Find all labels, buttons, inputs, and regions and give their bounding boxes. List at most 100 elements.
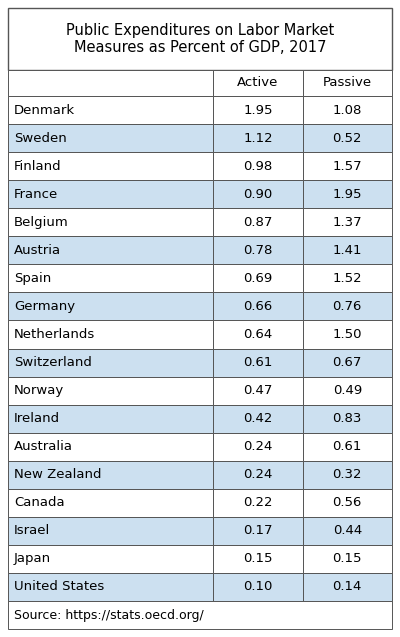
- Text: 0.47: 0.47: [243, 384, 273, 397]
- Text: Canada: Canada: [14, 496, 65, 510]
- Bar: [302, 70, 392, 96]
- Bar: [214, 264, 302, 292]
- Text: 0.61: 0.61: [332, 440, 362, 453]
- Bar: [302, 517, 392, 545]
- Bar: [214, 545, 302, 573]
- Text: 1.52: 1.52: [332, 272, 362, 285]
- Bar: [302, 545, 392, 573]
- Bar: [214, 152, 302, 180]
- Bar: [8, 461, 214, 489]
- Bar: [302, 433, 392, 461]
- Bar: [302, 376, 392, 404]
- Bar: [302, 124, 392, 152]
- Bar: [214, 461, 302, 489]
- Bar: [8, 152, 214, 180]
- Text: United States: United States: [14, 580, 104, 594]
- Text: Denmark: Denmark: [14, 104, 75, 117]
- Bar: [214, 236, 302, 264]
- Text: Belgium: Belgium: [14, 216, 69, 229]
- Bar: [8, 292, 214, 320]
- Text: 0.42: 0.42: [243, 412, 273, 425]
- Text: Spain: Spain: [14, 272, 51, 285]
- Text: 0.32: 0.32: [332, 468, 362, 481]
- Bar: [302, 208, 392, 236]
- Text: 0.90: 0.90: [243, 188, 273, 201]
- Text: 1.41: 1.41: [332, 244, 362, 257]
- Bar: [302, 320, 392, 348]
- Bar: [302, 152, 392, 180]
- Bar: [8, 376, 214, 404]
- Bar: [8, 517, 214, 545]
- Bar: [214, 208, 302, 236]
- Bar: [302, 180, 392, 208]
- Text: 0.52: 0.52: [332, 132, 362, 145]
- Text: Switzerland: Switzerland: [14, 356, 92, 369]
- Text: 0.49: 0.49: [333, 384, 362, 397]
- Bar: [214, 320, 302, 348]
- Bar: [8, 545, 214, 573]
- Bar: [8, 601, 392, 629]
- Bar: [8, 124, 214, 152]
- Text: 1.57: 1.57: [332, 160, 362, 173]
- Bar: [8, 180, 214, 208]
- Bar: [8, 433, 214, 461]
- Bar: [302, 292, 392, 320]
- Text: 0.83: 0.83: [332, 412, 362, 425]
- Bar: [302, 573, 392, 601]
- Text: 0.44: 0.44: [333, 524, 362, 538]
- Text: 0.78: 0.78: [243, 244, 273, 257]
- Text: 0.15: 0.15: [332, 552, 362, 566]
- Bar: [302, 404, 392, 433]
- Bar: [8, 70, 214, 96]
- Text: 0.14: 0.14: [332, 580, 362, 594]
- Bar: [302, 264, 392, 292]
- Text: 1.37: 1.37: [332, 216, 362, 229]
- Text: Source: https://stats.oecd.org/: Source: https://stats.oecd.org/: [14, 608, 204, 622]
- Text: Japan: Japan: [14, 552, 51, 566]
- Text: 0.98: 0.98: [243, 160, 273, 173]
- Text: 0.76: 0.76: [332, 300, 362, 313]
- Bar: [8, 96, 214, 124]
- Bar: [214, 70, 302, 96]
- Text: 1.95: 1.95: [243, 104, 273, 117]
- Bar: [8, 348, 214, 376]
- Text: 0.15: 0.15: [243, 552, 273, 566]
- Text: Germany: Germany: [14, 300, 75, 313]
- Bar: [8, 264, 214, 292]
- Bar: [302, 236, 392, 264]
- Bar: [214, 489, 302, 517]
- Text: Ireland: Ireland: [14, 412, 60, 425]
- Text: Active: Active: [237, 76, 279, 90]
- Bar: [8, 489, 214, 517]
- Bar: [214, 180, 302, 208]
- Bar: [214, 404, 302, 433]
- Text: Passive: Passive: [323, 76, 372, 90]
- Text: 1.95: 1.95: [332, 188, 362, 201]
- Text: Austria: Austria: [14, 244, 61, 257]
- Text: 0.66: 0.66: [243, 300, 273, 313]
- Text: 1.08: 1.08: [332, 104, 362, 117]
- Text: 0.67: 0.67: [332, 356, 362, 369]
- Bar: [302, 489, 392, 517]
- Bar: [214, 433, 302, 461]
- Bar: [302, 348, 392, 376]
- Bar: [8, 236, 214, 264]
- Text: 0.10: 0.10: [243, 580, 273, 594]
- Bar: [302, 461, 392, 489]
- Text: 0.17: 0.17: [243, 524, 273, 538]
- Text: 0.69: 0.69: [243, 272, 273, 285]
- Bar: [214, 376, 302, 404]
- Bar: [214, 517, 302, 545]
- Bar: [8, 404, 214, 433]
- Bar: [8, 208, 214, 236]
- Bar: [8, 573, 214, 601]
- Bar: [214, 96, 302, 124]
- Text: Australia: Australia: [14, 440, 73, 453]
- Text: 0.22: 0.22: [243, 496, 273, 510]
- Text: 1.12: 1.12: [243, 132, 273, 145]
- Text: New Zealand: New Zealand: [14, 468, 102, 481]
- Bar: [214, 348, 302, 376]
- Bar: [8, 320, 214, 348]
- Bar: [214, 573, 302, 601]
- Bar: [302, 96, 392, 124]
